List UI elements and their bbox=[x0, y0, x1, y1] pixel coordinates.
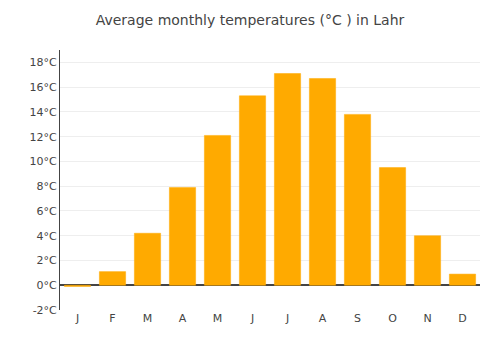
svg-text:O: O bbox=[388, 312, 397, 325]
svg-text:-2°C: -2°C bbox=[33, 304, 57, 317]
svg-text:J: J bbox=[75, 312, 79, 325]
svg-text:M: M bbox=[143, 312, 153, 325]
svg-text:6°C: 6°C bbox=[37, 205, 57, 218]
svg-text:0°C: 0°C bbox=[37, 279, 57, 292]
svg-text:14°C: 14°C bbox=[30, 106, 57, 119]
svg-text:S: S bbox=[354, 312, 361, 325]
svg-text:A: A bbox=[319, 312, 327, 325]
svg-text:18°C: 18°C bbox=[30, 56, 57, 69]
svg-text:N: N bbox=[423, 312, 431, 325]
svg-text:D: D bbox=[458, 312, 466, 325]
svg-text:8°C: 8°C bbox=[37, 180, 57, 193]
svg-text:4°C: 4°C bbox=[37, 230, 57, 243]
svg-text:A: A bbox=[179, 312, 187, 325]
svg-text:M: M bbox=[213, 312, 223, 325]
svg-text:J: J bbox=[250, 312, 254, 325]
svg-text:16°C: 16°C bbox=[30, 81, 57, 94]
svg-text:12°C: 12°C bbox=[30, 131, 57, 144]
svg-text:J: J bbox=[285, 312, 289, 325]
svg-text:F: F bbox=[109, 312, 115, 325]
svg-text:Average monthly temperatures (: Average monthly temperatures (°C ) in La… bbox=[96, 12, 405, 28]
svg-text:10°C: 10°C bbox=[30, 155, 57, 168]
svg-text:2°C: 2°C bbox=[37, 254, 57, 267]
